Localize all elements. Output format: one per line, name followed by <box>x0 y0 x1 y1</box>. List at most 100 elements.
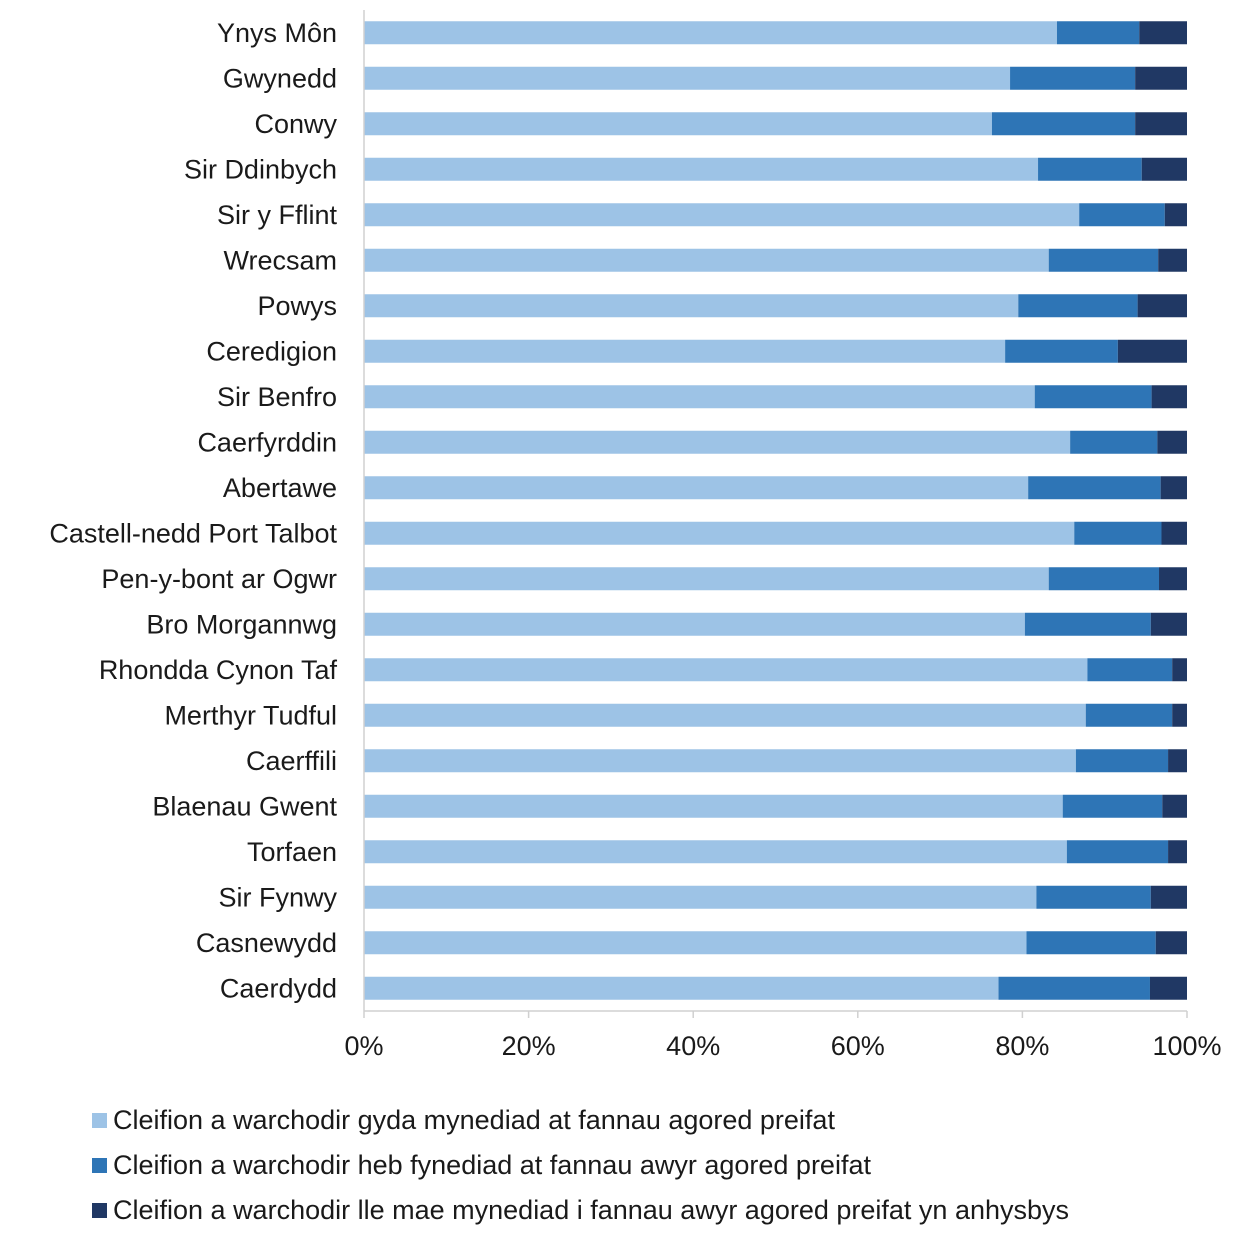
category-label: Abertawe <box>223 473 337 503</box>
bar-segment-s3 <box>1160 476 1187 500</box>
bar-segment-s3 <box>1164 203 1187 227</box>
x-tick-label: 40% <box>666 1031 720 1061</box>
bar-segment-s3 <box>1159 567 1187 591</box>
bar-segment-s1 <box>364 885 1037 909</box>
x-tick-label: 80% <box>995 1031 1049 1061</box>
bar-segment-s3 <box>1135 66 1187 90</box>
bar-segment-s2 <box>1048 567 1160 591</box>
bar-segment-s3 <box>1168 749 1187 773</box>
bar-segment-s2 <box>1075 749 1169 773</box>
legend-item: Cleifion a warchodir gyda mynediad at fa… <box>92 1098 1069 1143</box>
category-label: Pen-y-bont ar Ogwr <box>101 564 337 594</box>
category-label: Merthyr Tudful <box>164 700 337 730</box>
bars-group <box>364 21 1187 1000</box>
bar-segment-s1 <box>364 794 1063 818</box>
bar-segment-s2 <box>1036 885 1151 909</box>
category-label: Sir Benfro <box>217 382 337 412</box>
bar-segment-s1 <box>364 112 992 136</box>
bar-segment-s3 <box>1151 385 1187 409</box>
bar-segment-s1 <box>364 703 1086 727</box>
legend-label: Cleifion a warchodir lle mae mynediad i … <box>113 1195 1070 1225</box>
bar-segment-s2 <box>1048 248 1159 272</box>
category-label: Sir y Fflint <box>217 200 338 230</box>
category-label: Gwynedd <box>223 63 337 93</box>
legend-label: Cleifion a warchodir gyda mynediad at fa… <box>113 1105 835 1135</box>
category-label: Sir Ddinbych <box>184 154 337 184</box>
bar-segment-s2 <box>1070 430 1158 454</box>
x-tick-label: 100% <box>1152 1031 1221 1061</box>
category-label: Powys <box>257 291 337 321</box>
x-tick-label: 0% <box>344 1031 383 1061</box>
bar-segment-s2 <box>1087 658 1173 682</box>
bar-segment-s3 <box>1149 976 1187 1000</box>
stacked-bar-chart: Ynys Môn Gwynedd Conwy Sir Ddinbych Sir y Ff… <box>49 10 1222 1061</box>
category-label: Casnewydd <box>196 928 337 958</box>
bar-segment-s3 <box>1150 612 1187 636</box>
bar-segment-s2 <box>1038 157 1142 181</box>
legend-swatch <box>92 1113 107 1128</box>
bar-segment-s3 <box>1150 885 1187 909</box>
bar-segment-s1 <box>364 66 1011 90</box>
bar-segment-s3 <box>1158 248 1187 272</box>
bar-segment-s1 <box>364 976 999 1000</box>
bar-segment-s2 <box>1005 339 1118 363</box>
bar-segment-s3 <box>1141 157 1187 181</box>
bar-segment-s1 <box>364 294 1019 318</box>
bar-segment-s2 <box>1024 612 1151 636</box>
bar-segment-s2 <box>998 976 1150 1000</box>
bar-segment-s1 <box>364 749 1076 773</box>
bar-segment-s1 <box>364 339 1006 363</box>
category-label: Torfaen <box>247 837 337 867</box>
bar-segment-s3 <box>1155 931 1187 955</box>
bar-segment-s1 <box>364 931 1027 955</box>
bar-segment-s3 <box>1139 21 1187 45</box>
category-label: Caerdydd <box>220 973 337 1003</box>
bar-segment-s1 <box>364 840 1067 864</box>
legend-swatch <box>92 1158 107 1173</box>
bar-segment-s2 <box>1028 476 1161 500</box>
bar-segment-s1 <box>364 521 1075 545</box>
bar-segment-s2 <box>991 112 1136 136</box>
bar-segment-s2 <box>1010 66 1136 90</box>
bar-segment-s2 <box>1074 521 1162 545</box>
category-label: Caerffili <box>246 746 337 776</box>
x-tick-label: 60% <box>831 1031 885 1061</box>
bar-segment-s3 <box>1162 794 1187 818</box>
legend: Cleifion a warchodir gyda mynediad at fa… <box>92 1098 1069 1233</box>
bar-segment-s2 <box>1079 203 1165 227</box>
bar-segment-s1 <box>364 203 1080 227</box>
bar-segment-s1 <box>364 430 1071 454</box>
bar-segment-s1 <box>364 658 1088 682</box>
bar-segment-s2 <box>1066 840 1169 864</box>
bar-segment-s3 <box>1172 658 1187 682</box>
bar-segment-s1 <box>364 567 1049 591</box>
bar-segment-s3 <box>1135 112 1187 136</box>
category-label: Rhondda Cynon Taf <box>99 655 338 685</box>
bar-segment-s3 <box>1168 840 1187 864</box>
bar-segment-s1 <box>364 248 1049 272</box>
category-label: Sir Fynwy <box>218 882 337 912</box>
bar-segment-s3 <box>1172 703 1187 727</box>
legend-item: Cleifion a warchodir lle mae mynediad i … <box>92 1188 1069 1233</box>
category-label: Castell-nedd Port Talbot <box>49 518 337 548</box>
bar-segment-s3 <box>1137 294 1187 318</box>
category-label: Ceredigion <box>206 336 337 366</box>
bar-segment-s2 <box>1018 294 1138 318</box>
bar-segment-s2 <box>1026 931 1156 955</box>
bar-segment-s1 <box>364 476 1029 500</box>
bar-segment-s2 <box>1034 385 1152 409</box>
category-label: Bro Morgannwg <box>146 609 337 639</box>
bar-segment-s1 <box>364 612 1025 636</box>
bar-segment-s2 <box>1085 703 1173 727</box>
x-axis-ticks: 0% 20% 40% 60% 80% 100% <box>344 1011 1222 1061</box>
category-label: Wrecsam <box>223 245 337 275</box>
bar-segment-s3 <box>1161 521 1187 545</box>
bar-segment-s2 <box>1062 794 1163 818</box>
legend-label: Cleifion a warchodir heb fynediad at fan… <box>113 1150 871 1180</box>
category-labels: Ynys Môn Gwynedd Conwy Sir Ddinbych Sir y Ff… <box>49 18 337 1004</box>
x-tick-label: 20% <box>502 1031 556 1061</box>
category-label: Conwy <box>254 109 337 139</box>
legend-item: Cleifion a warchodir heb fynediad at fan… <box>92 1143 1069 1188</box>
bar-segment-s1 <box>364 385 1035 409</box>
bar-segment-s2 <box>1056 21 1140 45</box>
